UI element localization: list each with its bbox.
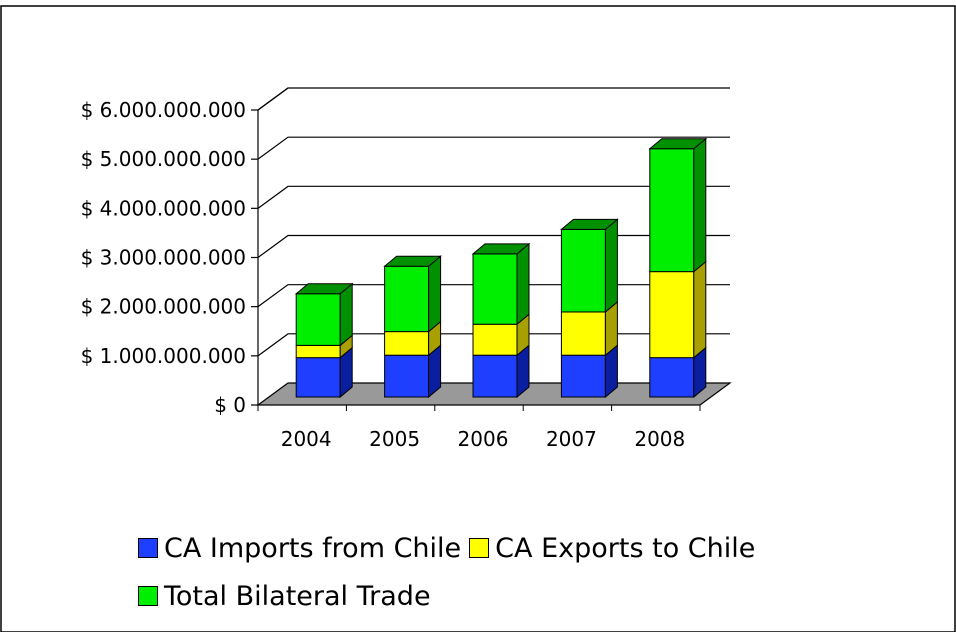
bar-side-total xyxy=(693,137,707,273)
bar-side-total xyxy=(339,282,353,347)
bar-side-total xyxy=(604,218,618,314)
bar-side-total xyxy=(516,242,530,326)
bar-top xyxy=(648,138,708,150)
bar-segment-imports xyxy=(560,354,606,398)
gridline xyxy=(257,87,730,111)
chart-border xyxy=(0,5,956,632)
bar-top xyxy=(560,218,619,230)
bar-segment-imports xyxy=(649,357,695,398)
legend-swatch-imports xyxy=(138,538,158,558)
bar-segment-exports xyxy=(472,323,518,356)
y-tick-label: $ 5.000.000.000 xyxy=(81,147,246,171)
y-tick-label: $ 3.000.000.000 xyxy=(81,246,246,270)
legend-item-imports: CA Imports from Chile xyxy=(138,533,461,564)
bar-segment-exports xyxy=(649,271,695,359)
gridline xyxy=(257,136,730,160)
bar-side-total xyxy=(428,255,442,333)
legend-label-exports: CA Exports to Chile xyxy=(495,532,756,564)
y-tick-label: $ 1.000.000.000 xyxy=(81,344,246,368)
bar-segment-total xyxy=(472,253,518,325)
bar-top xyxy=(383,255,442,267)
x-tick-label: 2004 xyxy=(281,427,332,451)
legend-item-total: Total Bilateral Trade xyxy=(138,581,431,612)
legend-label-total: Total Bilateral Trade xyxy=(164,580,431,612)
bar-segment-exports xyxy=(384,331,430,356)
bar-side-exports xyxy=(693,260,707,359)
gridline xyxy=(257,185,730,209)
bar-segment-imports xyxy=(472,354,518,398)
x-tick-label: 2006 xyxy=(458,427,509,451)
bar-segment-total xyxy=(560,228,606,313)
y-tick-label: $ 0 xyxy=(214,393,246,417)
bar-segment-imports xyxy=(384,354,430,398)
bar-segment-imports xyxy=(295,357,341,398)
bar-top xyxy=(471,243,531,255)
x-tick-label: 2007 xyxy=(546,427,597,451)
legend-row-2: Total Bilateral Trade xyxy=(138,578,439,614)
y-axis-top-diag xyxy=(257,87,289,111)
legend-item-exports: CA Exports to Chile xyxy=(469,533,755,564)
legend-row-1: CA Imports from Chile CA Exports to Chil… xyxy=(138,530,763,566)
y-tick-label: $ 6.000.000.000 xyxy=(81,98,246,122)
bar-segment-total xyxy=(384,265,430,333)
legend-label-imports: CA Imports from Chile xyxy=(164,532,462,564)
y-tick-label: $ 4.000.000.000 xyxy=(81,196,246,220)
x-tick-label: 2008 xyxy=(634,427,685,451)
legend-swatch-total xyxy=(138,586,158,606)
bar-segment-total xyxy=(649,148,695,273)
bar-segment-exports xyxy=(560,311,606,356)
bar-top xyxy=(294,283,354,295)
x-tick-label: 2005 xyxy=(369,427,420,451)
bar-segment-total xyxy=(295,293,341,346)
bar-segment-exports xyxy=(295,344,341,359)
y-tick-label: $ 2.000.000.000 xyxy=(81,295,246,319)
legend-swatch-exports xyxy=(469,538,490,558)
